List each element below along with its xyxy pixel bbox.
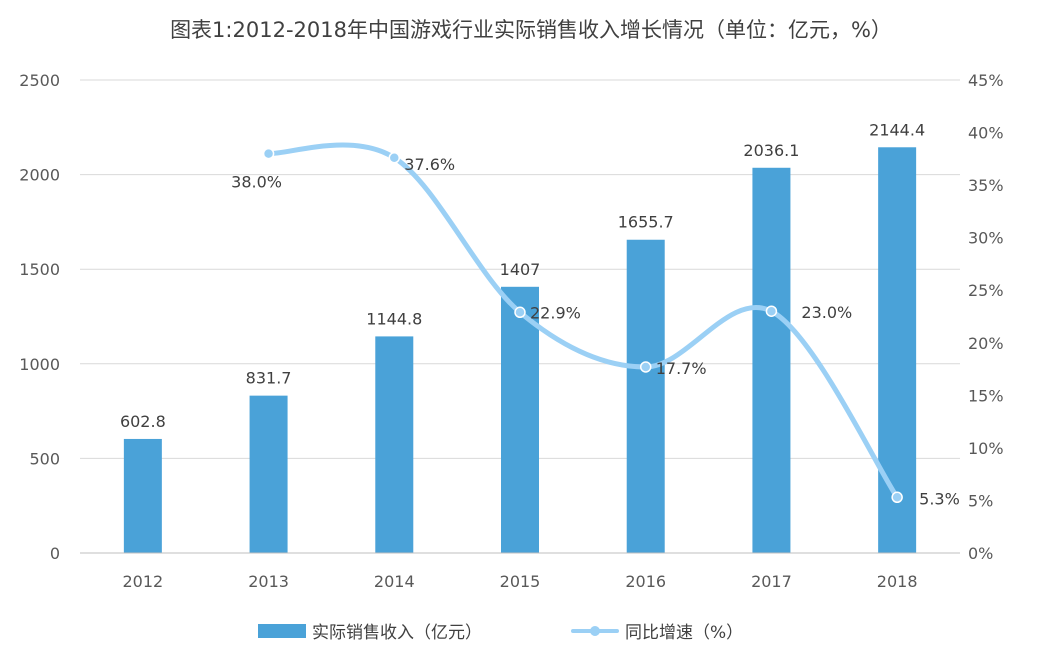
y-right-tick-label: 40% xyxy=(968,124,1004,143)
x-tick-label: 2015 xyxy=(500,572,541,591)
bar-series xyxy=(123,147,917,553)
x-tick-label: 2018 xyxy=(877,572,918,591)
gridlines xyxy=(80,79,960,459)
y-right-tick-label: 15% xyxy=(968,386,1004,405)
growth-rate-point xyxy=(765,305,778,317)
y-left-tick-label: 1500 xyxy=(19,260,60,279)
y-left-tick-label: 500 xyxy=(29,449,60,468)
growth-rate-label: 23.0% xyxy=(801,303,852,322)
bar-value-label: 2144.4 xyxy=(869,120,925,139)
bar-value-label: 2036.1 xyxy=(743,141,799,160)
chart-title: 图表1:2012-2018年中国游戏行业实际销售收入增长情况（单位：亿元，%） xyxy=(170,18,892,42)
y-right-tick-label: 30% xyxy=(968,229,1004,248)
y-left-tick-label: 0 xyxy=(50,544,60,563)
bar-value-label: 1655.7 xyxy=(618,213,674,232)
bar-value-label: 831.7 xyxy=(246,369,292,388)
growth-rate-point xyxy=(514,306,526,319)
legend-line-marker xyxy=(590,626,600,636)
legend-bar-swatch xyxy=(258,624,306,638)
legend: 实际销售收入（亿元） 同比增速（%） xyxy=(258,623,743,643)
bar-2017 xyxy=(752,167,791,553)
bar-2015 xyxy=(501,286,539,553)
axes: 0 500 1000 1500 2000 2500 0% 5% 10% 15% 20% 25% 30% 3… xyxy=(19,71,1003,591)
y-right-tick-label: 5% xyxy=(968,491,993,510)
growth-rate-label: 5.3% xyxy=(919,489,960,508)
bar-2016 xyxy=(626,239,665,553)
growth-rate-label: 37.6% xyxy=(404,155,455,174)
y-left-tick-label: 2000 xyxy=(19,166,60,185)
bar-2013 xyxy=(249,395,288,553)
bar-value-label: 1407 xyxy=(500,260,541,279)
growth-rate-label: 22.9% xyxy=(530,303,581,322)
bar-2012 xyxy=(123,438,162,553)
line-series xyxy=(262,142,903,504)
bar-2014 xyxy=(375,336,414,553)
x-tick-label: 2014 xyxy=(374,572,415,591)
data-labels: 602.8 831.7 1144.8 1407 1655.7 2036.1 2144.4 38… xyxy=(120,120,960,508)
growth-rate-point xyxy=(262,147,275,160)
y-left-tick-label: 2500 xyxy=(19,71,60,90)
x-tick-label: 2016 xyxy=(625,572,666,591)
y-right-tick-label: 0% xyxy=(968,544,993,563)
growth-rate-point xyxy=(639,361,652,373)
y-right-tick-label: 35% xyxy=(968,176,1004,195)
y-left-tick-label: 1000 xyxy=(19,355,60,374)
x-tick-label: 2013 xyxy=(248,572,289,591)
growth-rate-label: 38.0% xyxy=(231,173,282,192)
legend-bar-label: 实际销售收入（亿元） xyxy=(312,623,482,643)
y-right-tick-label: 45% xyxy=(968,71,1004,90)
x-tick-label: 2017 xyxy=(751,572,792,591)
bar-value-label: 1144.8 xyxy=(366,309,422,328)
y-right-tick-label: 25% xyxy=(968,281,1004,300)
x-tick-label: 2012 xyxy=(122,572,163,591)
legend-line-label: 同比增速（%） xyxy=(625,623,743,643)
y-right-tick-label: 20% xyxy=(968,334,1004,353)
y-right-tick-label: 10% xyxy=(968,439,1004,458)
growth-rate-point xyxy=(388,152,401,164)
bar-value-label: 602.8 xyxy=(120,412,166,431)
growth-rate-point xyxy=(891,491,903,504)
growth-rate-label: 17.7% xyxy=(656,359,707,378)
bar-2018 xyxy=(878,147,917,553)
